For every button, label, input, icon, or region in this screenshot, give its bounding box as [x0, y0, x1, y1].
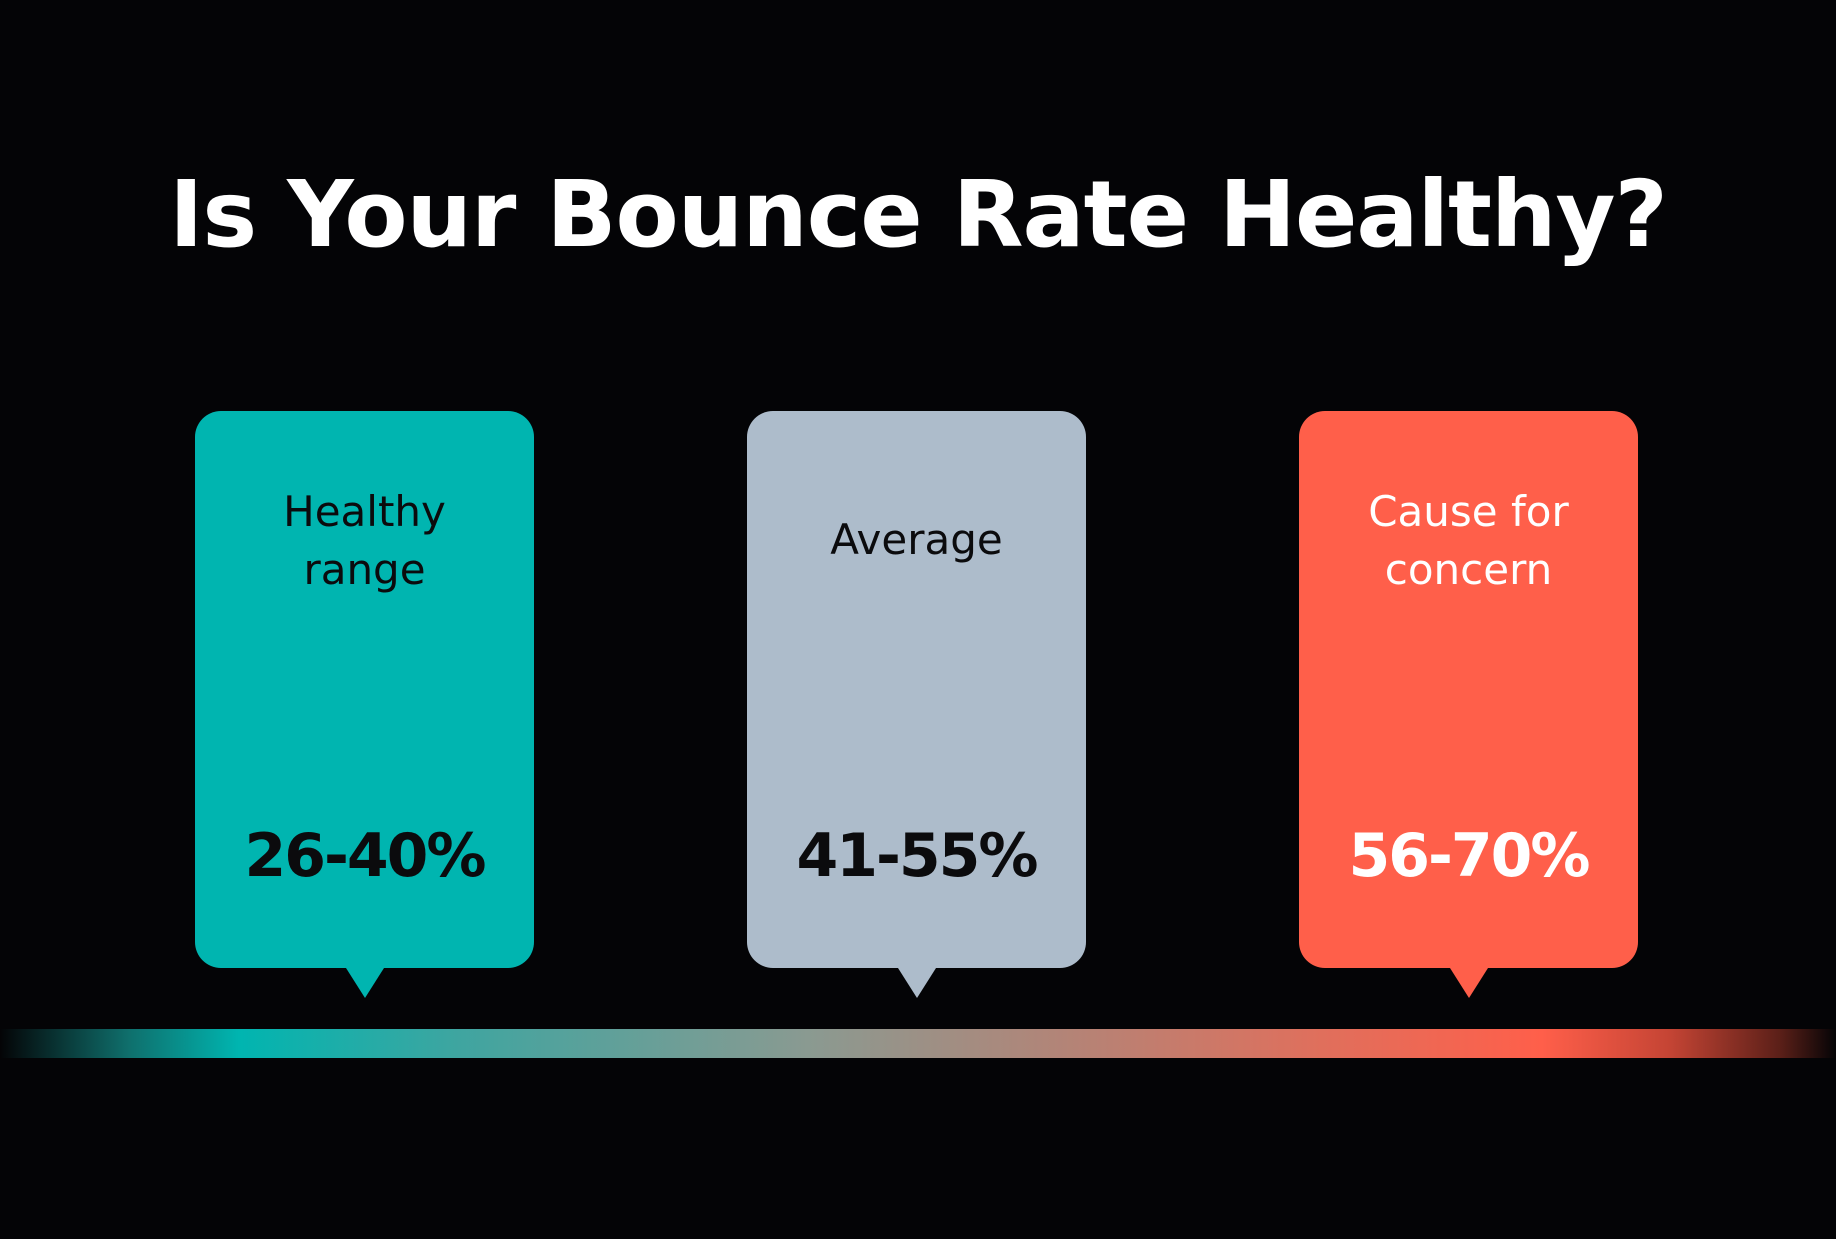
card-cause-for-concern: Cause for concern 56-70%: [1299, 411, 1638, 998]
card-range-value: 26-40%: [244, 821, 486, 891]
card-average: Average 41-55%: [747, 411, 1086, 998]
card-range-value: 56-70%: [1348, 821, 1590, 891]
card-label: Cause for concern: [1299, 483, 1638, 599]
card-label: Healthy range: [195, 483, 534, 599]
gradient-scale-bar: [0, 1029, 1836, 1058]
card-pointer: [345, 968, 384, 998]
card-healthy-range: Healthy range 26-40%: [195, 411, 534, 998]
card-label-line: Average: [830, 515, 1003, 564]
page-title: Is Your Bounce Rate Healthy?: [169, 161, 1668, 268]
card-pointer: [897, 968, 936, 998]
card-pointer: [1449, 968, 1488, 998]
card-range-value: 41-55%: [796, 821, 1038, 891]
card-label: Average: [747, 511, 1086, 569]
card-label-line: concern: [1384, 545, 1553, 594]
card-label-line: Healthy: [283, 487, 446, 536]
card-label-line: Cause for: [1368, 487, 1569, 536]
card-label-line: range: [303, 545, 426, 594]
